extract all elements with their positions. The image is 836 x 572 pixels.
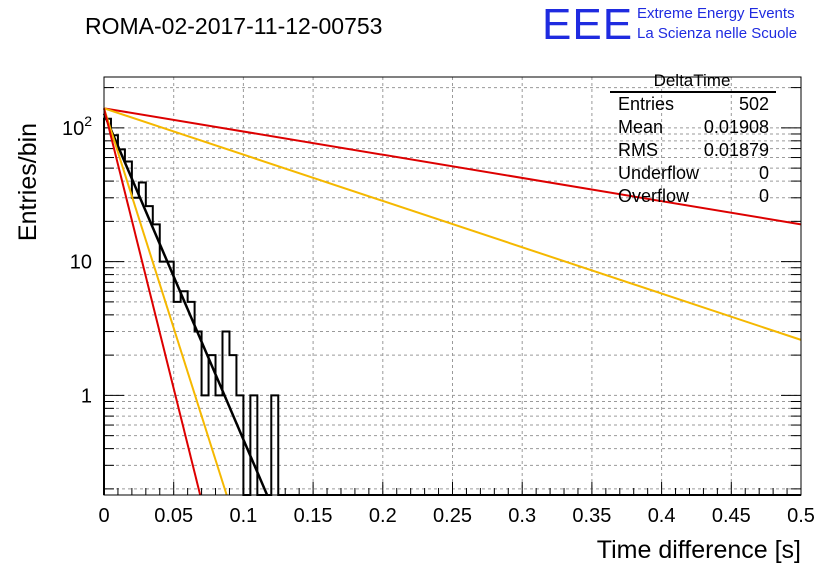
fit-line-4 (103, 108, 228, 496)
fit-line-3 (103, 107, 802, 341)
fit-line-5 (103, 108, 202, 496)
stats-label: RMS (618, 140, 658, 160)
stats-label: Overflow (618, 186, 690, 206)
fit-lines (102, 107, 802, 496)
fit-line-1 (102, 113, 269, 496)
axis-ticks: 0 0.05 0.1 0.15 0.2 0.25 0.3 0.35 0.4 0.45 0.5 1 10 1… (62, 87, 815, 527)
x-tick-label: 0.1 (229, 505, 257, 527)
x-tick-label: 0.35 (572, 505, 611, 527)
plot-frame (103, 76, 802, 496)
stats-label: Underflow (618, 163, 700, 183)
y-axis-label: Entries/bin (14, 123, 42, 241)
stats-label: Mean (618, 117, 663, 137)
x-tick-label: 0.05 (154, 505, 193, 527)
x-tick-label: 0.2 (369, 505, 397, 527)
stats-title: DeltaTime (654, 71, 731, 90)
stats-label: Entries (618, 94, 674, 114)
y-tick-label: 1 (81, 385, 92, 407)
fit-line-2 (103, 107, 802, 226)
x-tick-label: 0.45 (712, 505, 751, 527)
logo-line-1: Extreme Energy Events (637, 5, 795, 22)
x-tick-label: 0 (98, 505, 109, 527)
y-tick-label: 10 (70, 252, 92, 274)
stats-value: 0.01908 (704, 117, 769, 137)
stats-value: 0 (759, 163, 769, 183)
x-tick-label: 0.25 (433, 505, 472, 527)
logo-line-2: La Scienza nelle Scuole (637, 25, 797, 42)
grid (104, 77, 801, 495)
stats-value: 0.01879 (704, 140, 769, 160)
stats-value: 502 (739, 94, 769, 114)
stats-box: DeltaTime Entries 502 Mean 0.01908 RMS 0.0187… (610, 71, 776, 206)
x-tick-label: 0.4 (648, 505, 676, 527)
run-title: ROMA-02-2017-11-12-00753 (85, 13, 382, 39)
x-tick-label: 0.5 (787, 505, 815, 527)
x-tick-label: 0.3 (508, 505, 536, 527)
x-tick-label: 0.15 (294, 505, 333, 527)
stats-value: 0 (759, 186, 769, 206)
x-axis-label: Time difference [s] (597, 536, 801, 564)
eee-logo: EEE (542, 0, 633, 49)
y-tick-label: 102 (62, 113, 92, 140)
